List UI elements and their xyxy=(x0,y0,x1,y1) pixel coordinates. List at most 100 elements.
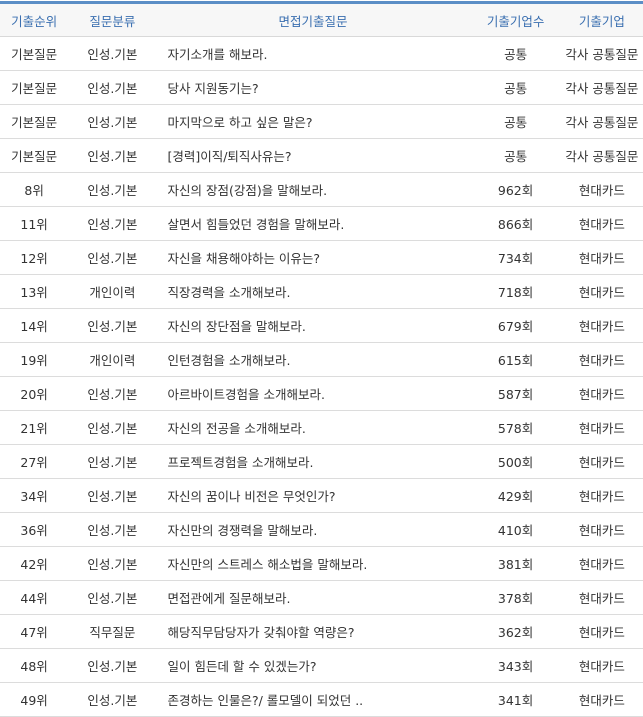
question-link[interactable]: 당사 지원동기는? xyxy=(167,81,259,96)
question-cell: 자신의 전공을 소개해보라. xyxy=(156,410,471,445)
table-row: 49위 인성.기본 존경하는 인물은?/ 롤모델이 되었던 .. 341회 현대카드 xyxy=(0,682,643,717)
company-cell: 현대카드 xyxy=(560,172,643,207)
question-link[interactable]: 자신의 전공을 소개해보라. xyxy=(167,421,306,436)
category-cell: 개인이력 xyxy=(68,342,157,377)
rank-cell: 27위 xyxy=(0,444,69,479)
table-row: 19위 개인이력 인턴경험을 소개해보라. 615회 현대카드 xyxy=(0,342,643,377)
question-cell: 해당직무담당자가 갖춰야할 역량은? xyxy=(156,614,471,649)
question-cell: 직장경력을 소개해보라. xyxy=(156,274,471,309)
question-link[interactable]: 자신을 채용해야하는 이유는? xyxy=(167,251,321,266)
question-link[interactable]: 아르바이트경험을 소개해보라. xyxy=(167,387,325,402)
table-row: 기본질문 인성.기본 당사 지원동기는? 공통 각사 공통질문 xyxy=(0,70,643,105)
count-cell: 578회 xyxy=(470,410,561,445)
category-cell: 인성.기본 xyxy=(68,240,157,275)
rank-cell: 36위 xyxy=(0,512,69,547)
question-link[interactable]: 면접관에게 질문해보라. xyxy=(167,591,291,606)
question-link[interactable]: 인턴경험을 소개해보라. xyxy=(167,353,291,368)
count-cell: 341회 xyxy=(470,682,561,717)
rank-cell: 21위 xyxy=(0,410,69,445)
question-cell: 존경하는 인물은?/ 롤모델이 되었던 .. xyxy=(156,682,471,717)
question-cell: 인턴경험을 소개해보라. xyxy=(156,342,471,377)
header-rank: 기출순위 xyxy=(0,4,69,37)
question-cell: [경력]이직/퇴직사유는? xyxy=(156,138,471,173)
category-cell: 직무질문 xyxy=(68,614,157,649)
question-cell: 마지막으로 하고 싶은 말은? xyxy=(156,104,471,139)
question-cell: 면접관에게 질문해보라. xyxy=(156,580,471,615)
rank-cell: 47위 xyxy=(0,614,69,649)
count-cell: 378회 xyxy=(470,580,561,615)
question-cell: 일이 힘든데 할 수 있겠는가? xyxy=(156,648,471,683)
company-cell: 각사 공통질문 xyxy=(560,70,643,105)
company-cell: 현대카드 xyxy=(560,614,643,649)
count-cell: 718회 xyxy=(470,274,561,309)
question-link[interactable]: [경력]이직/퇴직사유는? xyxy=(167,149,292,164)
question-link[interactable]: 자신의 꿈이나 비전은 무엇인가? xyxy=(167,489,336,504)
table-row: 27위 인성.기본 프로젝트경험을 소개해보라. 500회 현대카드 xyxy=(0,444,643,479)
count-cell: 866회 xyxy=(470,206,561,241)
question-link[interactable]: 프로젝트경험을 소개해보라. xyxy=(167,455,314,470)
question-link[interactable]: 일이 힘든데 할 수 있겠는가? xyxy=(167,659,317,674)
company-cell: 현대카드 xyxy=(560,546,643,581)
category-cell: 개인이력 xyxy=(68,274,157,309)
rank-cell: 44위 xyxy=(0,580,69,615)
category-cell: 인성.기본 xyxy=(68,206,157,241)
question-cell: 프로젝트경험을 소개해보라. xyxy=(156,444,471,479)
rank-cell: 14위 xyxy=(0,308,69,343)
company-cell: 현대카드 xyxy=(560,682,643,717)
question-link[interactable]: 자신의 장단점을 말해보라. xyxy=(167,319,306,334)
category-cell: 인성.기본 xyxy=(68,478,157,513)
count-cell: 500회 xyxy=(470,444,561,479)
table-header-row: 기출순위 질문분류 면접기출질문 기출기업수 기출기업 xyxy=(0,4,643,37)
table-row: 21위 인성.기본 자신의 전공을 소개해보라. 578회 현대카드 xyxy=(0,410,643,445)
count-cell: 381회 xyxy=(470,546,561,581)
category-cell: 인성.기본 xyxy=(68,444,157,479)
category-cell: 인성.기본 xyxy=(68,138,157,173)
question-cell: 자신의 장단점을 말해보라. xyxy=(156,308,471,343)
table-row: 기본질문 인성.기본 마지막으로 하고 싶은 말은? 공통 각사 공통질문 xyxy=(0,104,643,139)
company-cell: 현대카드 xyxy=(560,410,643,445)
table-row: 36위 인성.기본 자신만의 경쟁력을 말해보라. 410회 현대카드 xyxy=(0,512,643,547)
question-cell: 살면서 힘들었던 경험을 말해보라. xyxy=(156,206,471,241)
question-cell: 자신의 장점(강점)을 말해보라. xyxy=(156,172,471,207)
rank-cell: 34위 xyxy=(0,478,69,513)
company-cell: 현대카드 xyxy=(560,206,643,241)
rank-cell: 기본질문 xyxy=(0,70,69,105)
category-cell: 인성.기본 xyxy=(68,512,157,547)
question-link[interactable]: 살면서 힘들었던 경험을 말해보라. xyxy=(167,217,345,232)
company-cell: 현대카드 xyxy=(560,648,643,683)
company-cell: 현대카드 xyxy=(560,240,643,275)
question-cell: 자신을 채용해야하는 이유는? xyxy=(156,240,471,275)
question-link[interactable]: 존경하는 인물은?/ 롤모델이 되었던 .. xyxy=(167,693,364,708)
question-link[interactable]: 자기소개를 해보라. xyxy=(167,47,268,62)
question-link[interactable]: 직장경력을 소개해보라. xyxy=(167,285,291,300)
count-cell: 429회 xyxy=(470,478,561,513)
category-cell: 인성.기본 xyxy=(68,308,157,343)
count-cell: 962회 xyxy=(470,172,561,207)
category-cell: 인성.기본 xyxy=(68,648,157,683)
category-cell: 인성.기본 xyxy=(68,580,157,615)
table-row: 20위 인성.기본 아르바이트경험을 소개해보라. 587회 현대카드 xyxy=(0,376,643,411)
table-row: 11위 인성.기본 살면서 힘들었던 경험을 말해보라. 866회 현대카드 xyxy=(0,206,643,241)
rank-cell: 42위 xyxy=(0,546,69,581)
category-cell: 인성.기본 xyxy=(68,172,157,207)
table-row: 기본질문 인성.기본 자기소개를 해보라. 공통 각사 공통질문 xyxy=(0,36,643,71)
question-link[interactable]: 해당직무담당자가 갖춰야할 역량은? xyxy=(167,625,355,640)
question-link[interactable]: 자신만의 스트레스 해소법을 말해보라. xyxy=(167,557,368,572)
company-cell: 현대카드 xyxy=(560,478,643,513)
count-cell: 343회 xyxy=(470,648,561,683)
table-top-border xyxy=(0,1,643,4)
category-cell: 인성.기본 xyxy=(68,70,157,105)
question-link[interactable]: 자신의 장점(강점)을 말해보라. xyxy=(167,183,328,198)
company-cell: 현대카드 xyxy=(560,512,643,547)
question-cell: 자신만의 경쟁력을 말해보라. xyxy=(156,512,471,547)
rank-cell: 기본질문 xyxy=(0,36,69,71)
company-cell: 각사 공통질문 xyxy=(560,36,643,71)
count-cell: 615회 xyxy=(470,342,561,377)
count-cell: 공통 xyxy=(470,104,561,139)
interview-questions-table: 기출순위 질문분류 면접기출질문 기출기업수 기출기업 기본질문 인성.기본 자기소… xyxy=(0,4,643,717)
question-link[interactable]: 자신만의 경쟁력을 말해보라. xyxy=(167,523,318,538)
category-cell: 인성.기본 xyxy=(68,376,157,411)
question-link[interactable]: 마지막으로 하고 싶은 말은? xyxy=(167,115,313,130)
company-cell: 각사 공통질문 xyxy=(560,138,643,173)
table-row: 기본질문 인성.기본 [경력]이직/퇴직사유는? 공통 각사 공통질문 xyxy=(0,138,643,173)
